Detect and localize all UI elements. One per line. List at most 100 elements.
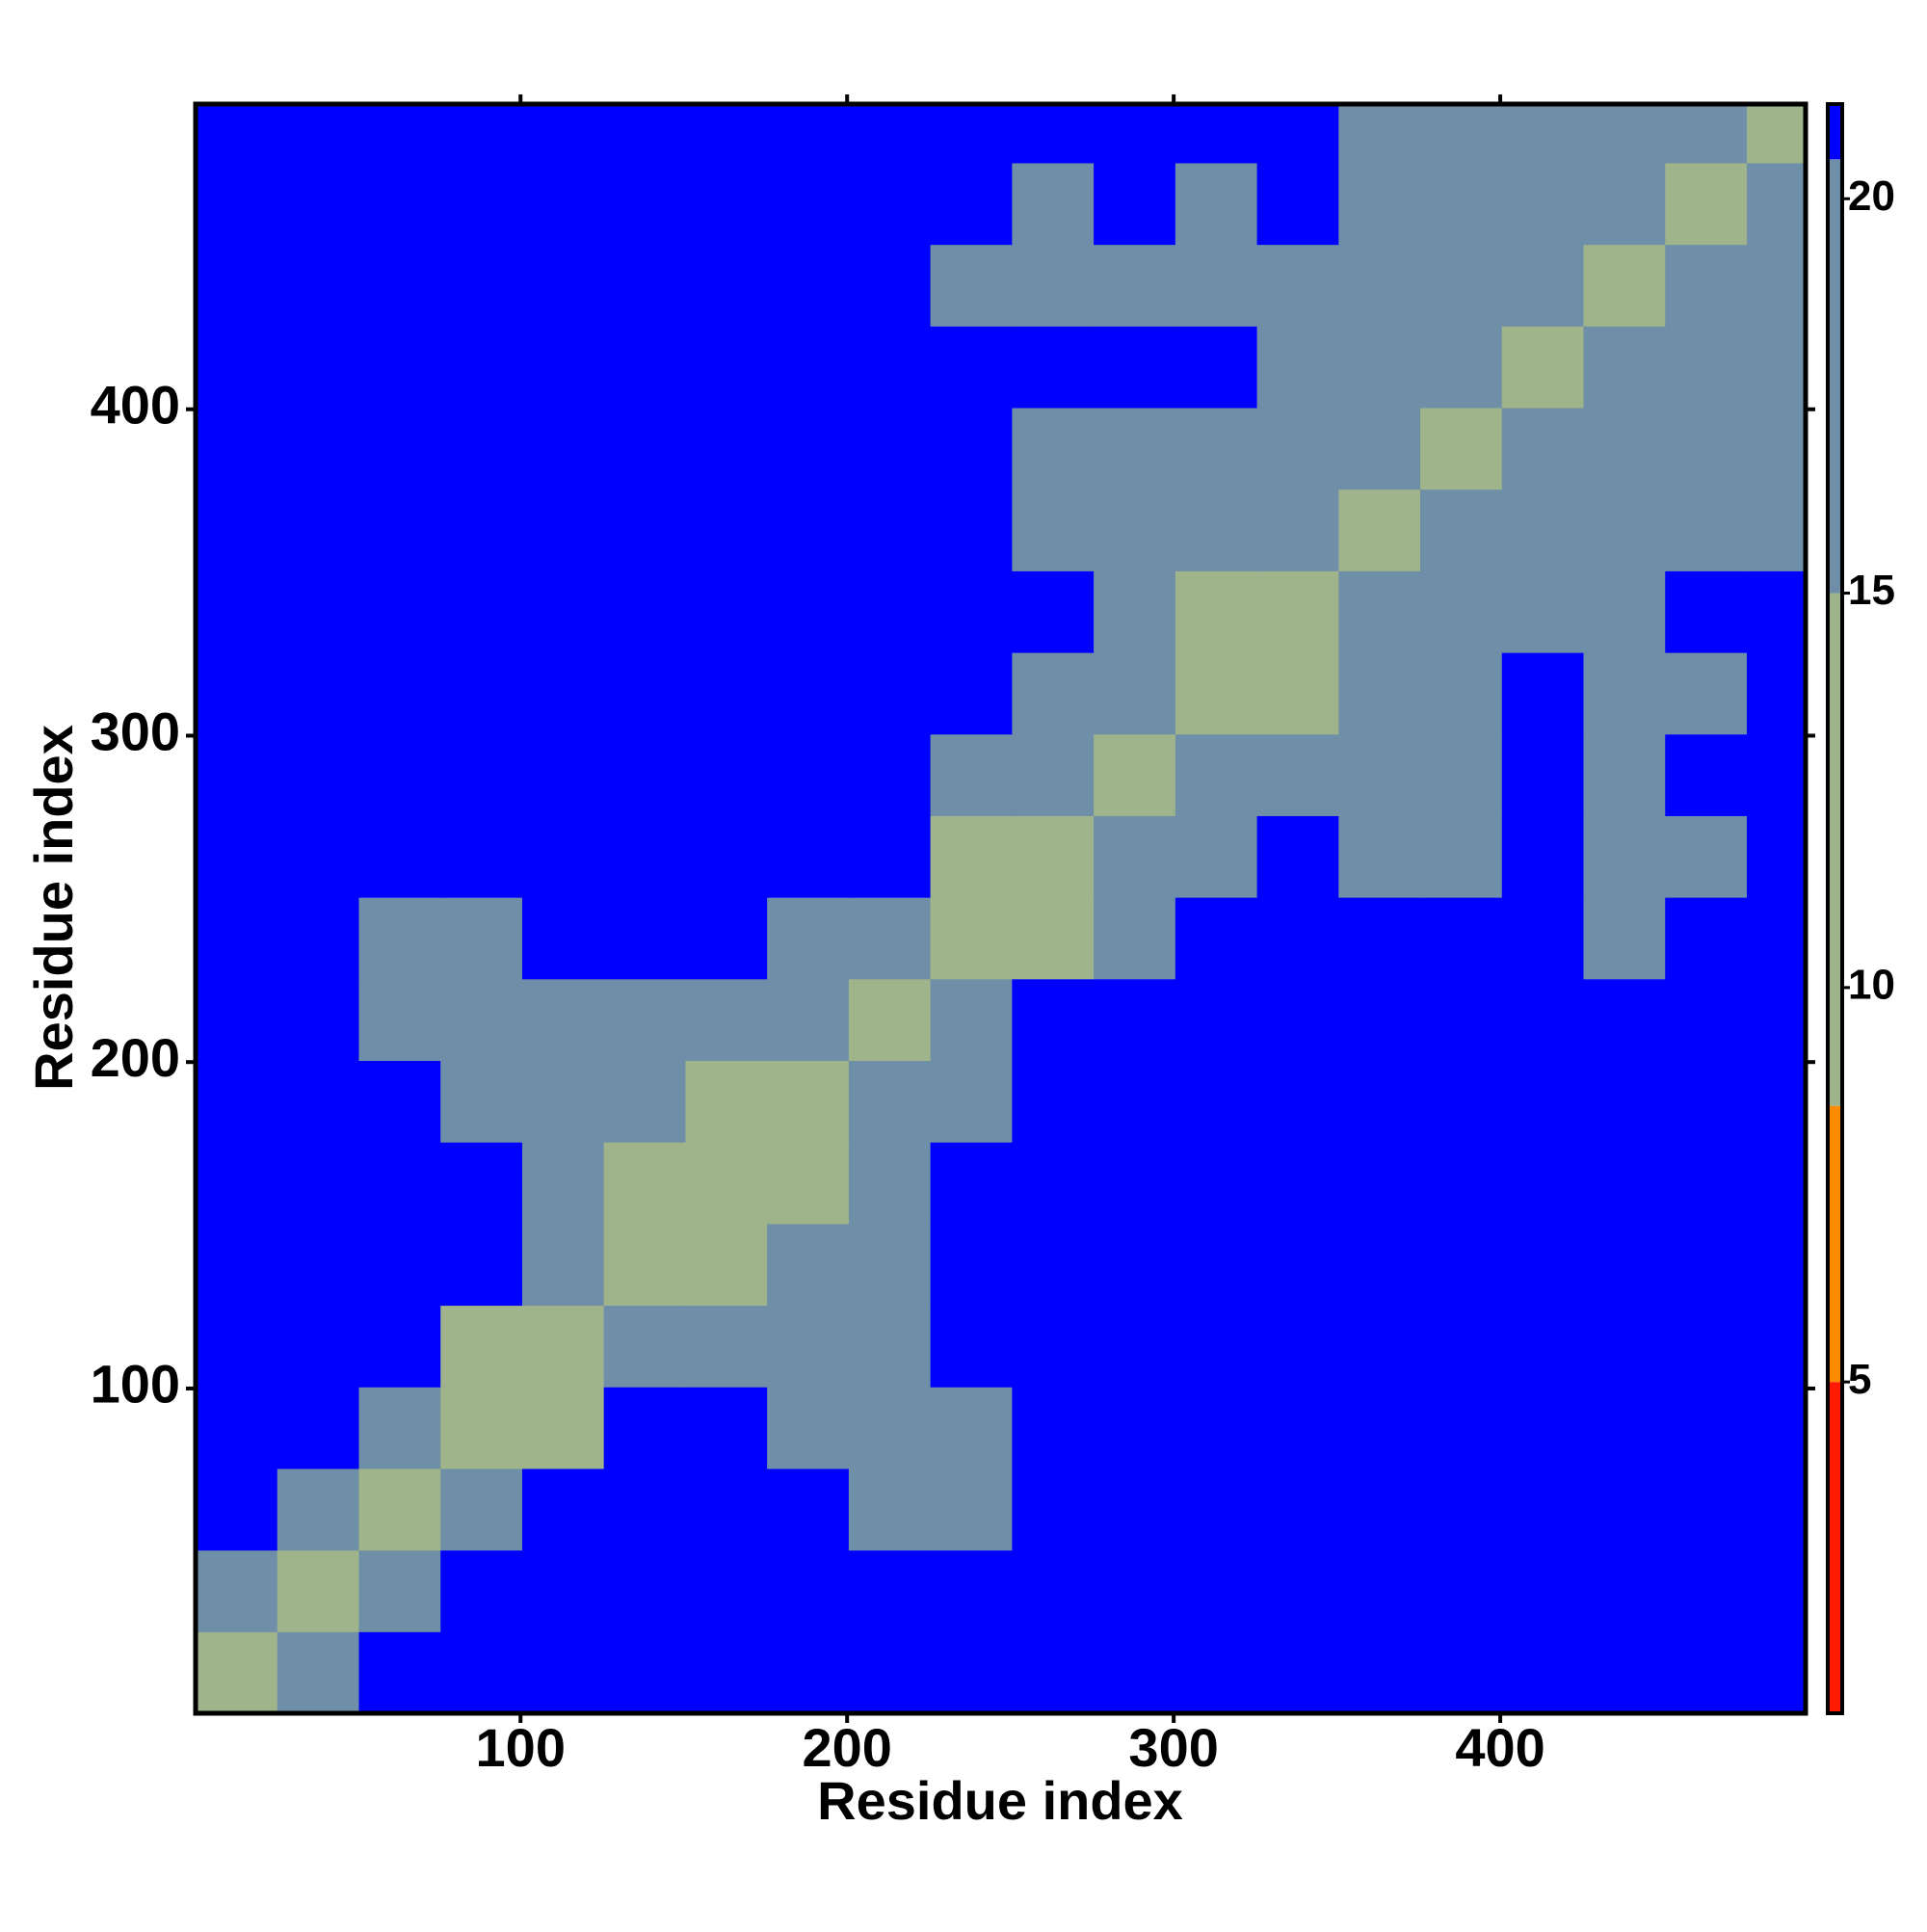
heatmap-cell [1256, 1468, 1339, 1551]
heatmap-cell [1501, 570, 1585, 653]
heatmap-cell [1338, 244, 1421, 327]
heatmap-cell [1501, 1387, 1585, 1469]
heatmap-cell [1256, 1142, 1339, 1225]
heatmap-cell [196, 570, 278, 653]
heatmap-cell [1746, 326, 1807, 409]
heatmap-cell [1256, 408, 1339, 490]
heatmap-cell [685, 1223, 768, 1307]
heatmap-cell [1175, 244, 1258, 327]
plot-frame [193, 101, 1808, 1716]
heatmap-cell [358, 489, 441, 571]
heatmap-cell [196, 326, 278, 409]
colorbar-band [1828, 1382, 1842, 1713]
heatmap-cell [1338, 1387, 1421, 1469]
heatmap-cell [1338, 489, 1421, 571]
heatmap-cell [1583, 1631, 1666, 1714]
heatmap-cell [1583, 1223, 1666, 1307]
heatmap-cell [1583, 1142, 1666, 1225]
heatmap-cell [1420, 1631, 1503, 1714]
heatmap-cell [767, 1060, 850, 1143]
heatmap-cell [1256, 815, 1339, 898]
heatmap-cell [358, 1223, 441, 1307]
heatmap-cell [685, 1060, 768, 1143]
heatmap-cell [1583, 733, 1666, 816]
heatmap-cell [685, 244, 768, 327]
heatmap-cell [1012, 1387, 1095, 1469]
heatmap-cell [767, 489, 850, 571]
heatmap-cell [1501, 1142, 1585, 1225]
heatmap-cell [1665, 1142, 1748, 1225]
heatmap-cell [1420, 1305, 1503, 1388]
heatmap-cell [1094, 326, 1176, 409]
heatmap-cell [521, 104, 605, 164]
heatmap-cell [767, 978, 850, 1062]
heatmap-cell [603, 1142, 686, 1225]
heatmap-cell [277, 1305, 359, 1388]
heatmap-cell [1012, 978, 1095, 1062]
heatmap-cell [1501, 1060, 1585, 1143]
heatmap-cell [196, 815, 278, 898]
heatmap-cell [196, 897, 278, 980]
heatmap-cell [358, 326, 441, 409]
heatmap-cell [1746, 1305, 1807, 1388]
heatmap-cell [1501, 1305, 1585, 1388]
heatmap-cell [1420, 104, 1503, 164]
heatmap-cell [521, 1631, 605, 1714]
heatmap-cell [930, 815, 1013, 898]
heatmap-cell [930, 408, 1013, 490]
heatmap-cell [1256, 733, 1339, 816]
heatmap-cell [603, 570, 686, 653]
heatmap-cell [358, 733, 441, 816]
heatmap-cell [930, 1631, 1013, 1714]
heatmap-cell [767, 570, 850, 653]
heatmap-cell [440, 733, 523, 816]
heatmap-cell [440, 326, 523, 409]
heatmap-cell [930, 1142, 1013, 1225]
heatmap-cell [521, 733, 605, 816]
heatmap-cell [1338, 1142, 1421, 1225]
heatmap-cell [1583, 815, 1666, 898]
heatmap-cell [521, 978, 605, 1062]
heatmap-cell [1012, 326, 1095, 409]
heatmap-cell [440, 1631, 523, 1714]
heatmap-cell [930, 1223, 1013, 1307]
heatmap-cell [767, 104, 850, 164]
x-tick-label: 300 [1128, 1717, 1218, 1778]
heatmap-cell [767, 408, 850, 490]
heatmap-cell [358, 897, 441, 980]
heatmap-cell [1338, 104, 1421, 164]
heatmap-cell [1175, 1060, 1258, 1143]
heatmap-cell [1583, 162, 1666, 246]
heatmap-cell [1501, 1468, 1585, 1551]
heatmap-cell [1094, 408, 1176, 490]
heatmap-cell [603, 1631, 686, 1714]
heatmap-cell [848, 1549, 932, 1632]
heatmap-cell [1175, 1142, 1258, 1225]
heatmap-cell [603, 978, 686, 1062]
heatmap-cell [1501, 489, 1585, 571]
heatmap-cell [685, 652, 768, 735]
y-tick-label: 300 [91, 701, 180, 761]
heatmap-cell [1583, 570, 1666, 653]
heatmap-cell [1175, 104, 1258, 164]
heatmap-cell [1012, 1549, 1095, 1632]
heatmap-cell [277, 1549, 359, 1632]
heatmap-cell [358, 162, 441, 246]
heatmap-cell [848, 1468, 932, 1551]
heatmap-cell [521, 1305, 605, 1388]
heatmap-cell [1746, 570, 1807, 653]
heatmap-cell [358, 1305, 441, 1388]
heatmap-cell [440, 897, 523, 980]
heatmap-cell [1501, 1223, 1585, 1307]
heatmap-cell [1501, 244, 1585, 327]
heatmap-cell [930, 244, 1013, 327]
heatmap-cell [1501, 1549, 1585, 1632]
heatmap-cell [1338, 897, 1421, 980]
heatmap-cell [196, 1468, 278, 1551]
heatmap-cell [277, 408, 359, 490]
heatmap-cell [767, 326, 850, 409]
heatmap-cell [1420, 489, 1503, 571]
heatmap-cell [1175, 1223, 1258, 1307]
heatmap-cell [277, 978, 359, 1062]
heatmap-cell [1420, 1223, 1503, 1307]
